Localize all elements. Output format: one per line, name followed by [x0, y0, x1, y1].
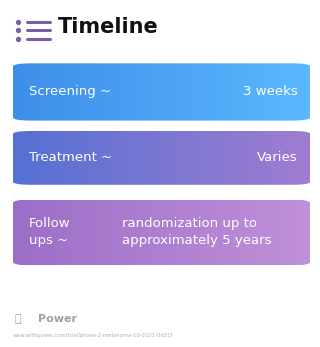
Text: randomization up to
approximately 5 years: randomization up to approximately 5 year…: [122, 218, 271, 247]
Text: Follow
ups ~: Follow ups ~: [29, 218, 70, 247]
Text: 3 weeks: 3 weeks: [243, 85, 298, 99]
Text: ⏻: ⏻: [14, 314, 21, 323]
Text: Treatment ~: Treatment ~: [29, 151, 112, 164]
Text: Timeline: Timeline: [58, 17, 158, 37]
Text: Power: Power: [38, 314, 77, 323]
Text: Varies: Varies: [257, 151, 298, 164]
Text: www.withpower.com/trial/phase-2-melanoma-10-2021-0d31f: www.withpower.com/trial/phase-2-melanoma…: [13, 333, 173, 338]
Text: Screening ~: Screening ~: [29, 85, 111, 99]
